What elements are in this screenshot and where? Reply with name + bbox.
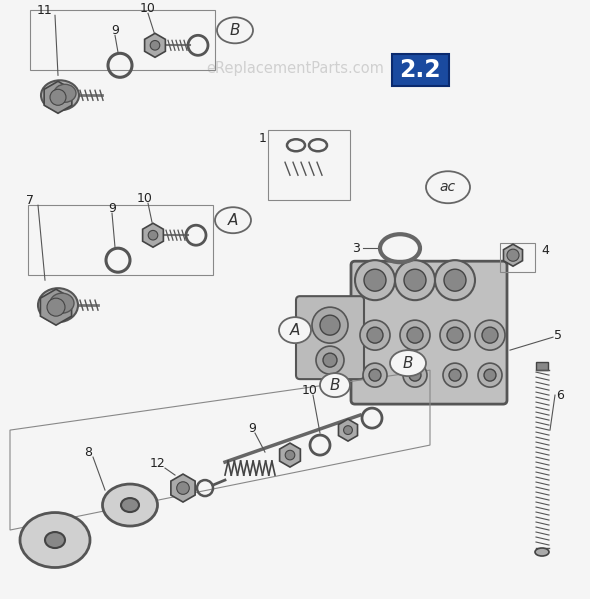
Polygon shape	[171, 474, 195, 502]
Circle shape	[364, 269, 386, 291]
Text: B: B	[330, 377, 340, 392]
Circle shape	[395, 260, 435, 300]
Polygon shape	[145, 34, 165, 58]
Circle shape	[176, 482, 189, 494]
Circle shape	[312, 307, 348, 343]
Text: 1: 1	[259, 132, 267, 145]
Circle shape	[407, 327, 423, 343]
Ellipse shape	[41, 80, 79, 110]
FancyBboxPatch shape	[392, 55, 449, 86]
Polygon shape	[503, 244, 523, 266]
Circle shape	[440, 320, 470, 350]
Text: 9: 9	[111, 24, 119, 37]
Circle shape	[360, 320, 390, 350]
Ellipse shape	[121, 498, 139, 512]
Text: 10: 10	[302, 383, 318, 397]
Circle shape	[355, 260, 395, 300]
Text: 5: 5	[554, 329, 562, 341]
Ellipse shape	[390, 350, 426, 376]
Text: ac: ac	[440, 180, 456, 194]
Ellipse shape	[426, 171, 470, 203]
Polygon shape	[44, 81, 72, 113]
Text: 6: 6	[556, 389, 564, 401]
Text: 8: 8	[84, 446, 92, 459]
Circle shape	[148, 231, 158, 240]
Circle shape	[320, 315, 340, 335]
Ellipse shape	[54, 84, 76, 102]
Circle shape	[343, 426, 352, 434]
Text: 12: 12	[150, 456, 166, 470]
Circle shape	[484, 369, 496, 381]
Circle shape	[447, 327, 463, 343]
Text: eReplacementParts.com: eReplacementParts.com	[206, 61, 384, 76]
Circle shape	[449, 369, 461, 381]
Text: A: A	[228, 213, 238, 228]
Ellipse shape	[50, 293, 74, 313]
Circle shape	[475, 320, 505, 350]
Circle shape	[367, 327, 383, 343]
Circle shape	[444, 269, 466, 291]
Ellipse shape	[320, 373, 350, 397]
FancyBboxPatch shape	[351, 261, 507, 404]
Polygon shape	[40, 289, 71, 325]
Ellipse shape	[103, 484, 158, 526]
Circle shape	[482, 327, 498, 343]
Text: 9: 9	[248, 422, 256, 435]
Circle shape	[47, 298, 65, 316]
Circle shape	[363, 363, 387, 387]
Text: 3: 3	[352, 242, 360, 255]
Polygon shape	[143, 223, 163, 247]
Text: 7: 7	[26, 193, 34, 207]
Circle shape	[50, 89, 66, 105]
Circle shape	[435, 260, 475, 300]
Ellipse shape	[217, 17, 253, 43]
Polygon shape	[280, 443, 300, 467]
Circle shape	[323, 353, 337, 367]
Text: 11: 11	[37, 4, 53, 17]
Ellipse shape	[279, 317, 311, 343]
Ellipse shape	[45, 532, 65, 548]
Ellipse shape	[535, 548, 549, 556]
Circle shape	[285, 450, 295, 460]
Text: B: B	[403, 356, 413, 371]
Text: 4: 4	[541, 244, 549, 257]
Text: 9: 9	[108, 202, 116, 214]
Circle shape	[409, 369, 421, 381]
Text: 10: 10	[140, 2, 156, 15]
Polygon shape	[339, 419, 358, 441]
Circle shape	[443, 363, 467, 387]
Bar	[536, 362, 548, 370]
Ellipse shape	[20, 513, 90, 567]
FancyBboxPatch shape	[296, 296, 364, 379]
Text: 2.2: 2.2	[399, 58, 441, 82]
Text: B: B	[230, 23, 240, 38]
Circle shape	[507, 249, 519, 261]
Circle shape	[400, 320, 430, 350]
Circle shape	[150, 41, 160, 50]
Text: A: A	[290, 323, 300, 338]
Circle shape	[478, 363, 502, 387]
Circle shape	[369, 369, 381, 381]
Ellipse shape	[215, 207, 251, 233]
Circle shape	[316, 346, 344, 374]
Circle shape	[403, 363, 427, 387]
Ellipse shape	[38, 288, 78, 322]
Circle shape	[404, 269, 426, 291]
Text: 10: 10	[137, 192, 153, 205]
